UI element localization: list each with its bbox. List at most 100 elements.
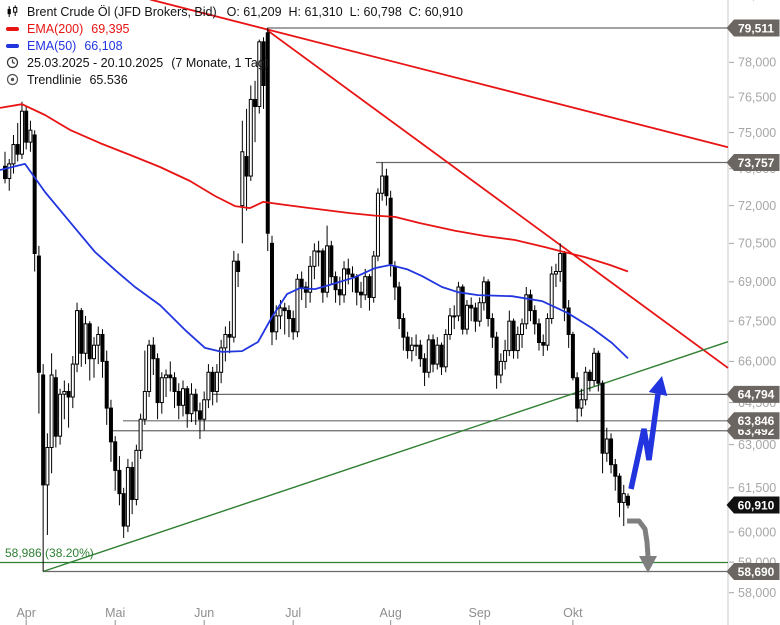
candle-body-up [45,447,50,486]
y-axis-tick-label: 81,000 [738,0,776,2]
candle-body-up [257,41,262,108]
candle-body-down [494,336,499,376]
candle-body-down [337,289,342,296]
candle-body-down [354,276,359,293]
ema50-value: 66,108 [84,38,123,53]
candle-body-down [367,276,372,298]
candle-body-down [587,371,592,381]
candle-body-up [380,175,385,194]
candle-body-down [53,377,58,437]
candle-body-down [253,98,258,108]
candle-body-up [371,255,376,298]
ema50-label: EMA(50) [27,38,77,53]
candle-body-up [481,281,486,304]
candle-body-down [24,110,29,143]
trendline-row[interactable]: Trendlinie 65.536 [6,71,463,88]
candle-body-up [206,371,211,401]
ema50-row[interactable]: EMA(50) 66,108 [6,37,463,54]
candle-body-down [185,388,190,415]
ema200-line-swatch [6,26,22,31]
candle-body-up [202,399,207,420]
bearish-scenario-arrow[interactable] [627,518,651,557]
candle-body-down [358,291,363,296]
candle-body-up [58,393,63,437]
candle-body-up [231,260,236,338]
candle-body-down [431,339,436,365]
candle-body-up [447,315,452,335]
y-axis-tick-label: 63,000 [738,438,776,452]
ema200-row[interactable]: EMA(200) 69,395 [6,20,463,37]
trendline-value: 65.536 [89,72,128,87]
candle-body-up [125,467,130,527]
candle-body-down [155,358,160,404]
candle-body-down [176,390,181,406]
candle-body-up [452,315,457,318]
candle-body-down [422,358,427,373]
ema200-label: EMA(200) [27,21,84,36]
candle-body-down [36,255,41,373]
candle-body-down [282,307,287,312]
candle-body-down [401,318,406,338]
candle-body-up [248,98,253,177]
candle-body-down [87,323,92,360]
falling-resistance-steep[interactable] [266,29,729,369]
candle-body-up [295,278,300,333]
candle-body-down [197,410,202,420]
price-badge-label: 73,757 [738,156,775,170]
candle-body-up [19,110,24,155]
candle-body-down [269,242,274,333]
candle-body-up [96,333,101,346]
candle-body-up [278,307,283,317]
candle-body-down [291,318,296,333]
candle-body-up [520,323,525,335]
candle-body-down [236,260,241,272]
candle-body-down [113,441,118,471]
bearish-scenario-arrow-head [639,556,657,573]
candle-body-up [409,344,414,352]
candle-body-up [456,286,461,317]
candle-body-down [320,250,325,293]
rising-support[interactable] [42,341,729,573]
candle-body-down [528,294,533,312]
x-axis-month-label: Jun [194,606,214,620]
trendline-label: Trendlinie [27,72,82,87]
candle-body-down [397,286,402,320]
candle-body-down [575,377,580,409]
candle-body-up [545,318,550,346]
candle-body-down [265,32,270,234]
candle-body-up [83,323,88,354]
date-duration: (7 Monate, 1 Tag) [171,55,269,70]
candle-body-down [3,165,7,180]
y-axis-tick-label: 66,000 [738,355,776,369]
candle-body-up [426,339,431,373]
candle-body-up [308,265,313,293]
candle-body-down [405,336,410,352]
candle-body-up [621,493,626,503]
candle-body-down [210,371,215,392]
ema200-value: 69,395 [91,21,130,36]
candle-body-down [562,253,567,309]
candle-body-down [286,310,291,320]
clock-icon [6,56,22,69]
chart-legend: Brent Crude Öl (JFD Brokers, Bid) O: 61,… [6,3,463,88]
candle-body-up [515,333,520,352]
candle-body-up [223,333,228,349]
candle-body-down [460,286,465,330]
falling-resistance-shallow[interactable] [149,0,729,149]
ema50-line-swatch [6,43,22,48]
y-axis-tick-label: 72,000 [738,199,776,213]
bullish-scenario-arrow[interactable] [628,393,661,490]
candle-body-up [70,363,75,398]
candle-body-up [604,438,609,454]
candle-body-down [596,352,601,384]
x-axis-month-label: Apr [16,606,35,620]
candle-body-down [439,344,444,368]
y-axis-tick-label: 69,000 [738,275,776,289]
candle-body-up [219,347,224,373]
candle-body-up [274,315,279,333]
candle-body-up [553,270,558,275]
candle-body-down [486,281,491,320]
candle-body-down [151,344,156,360]
candle-body-down [350,273,355,278]
